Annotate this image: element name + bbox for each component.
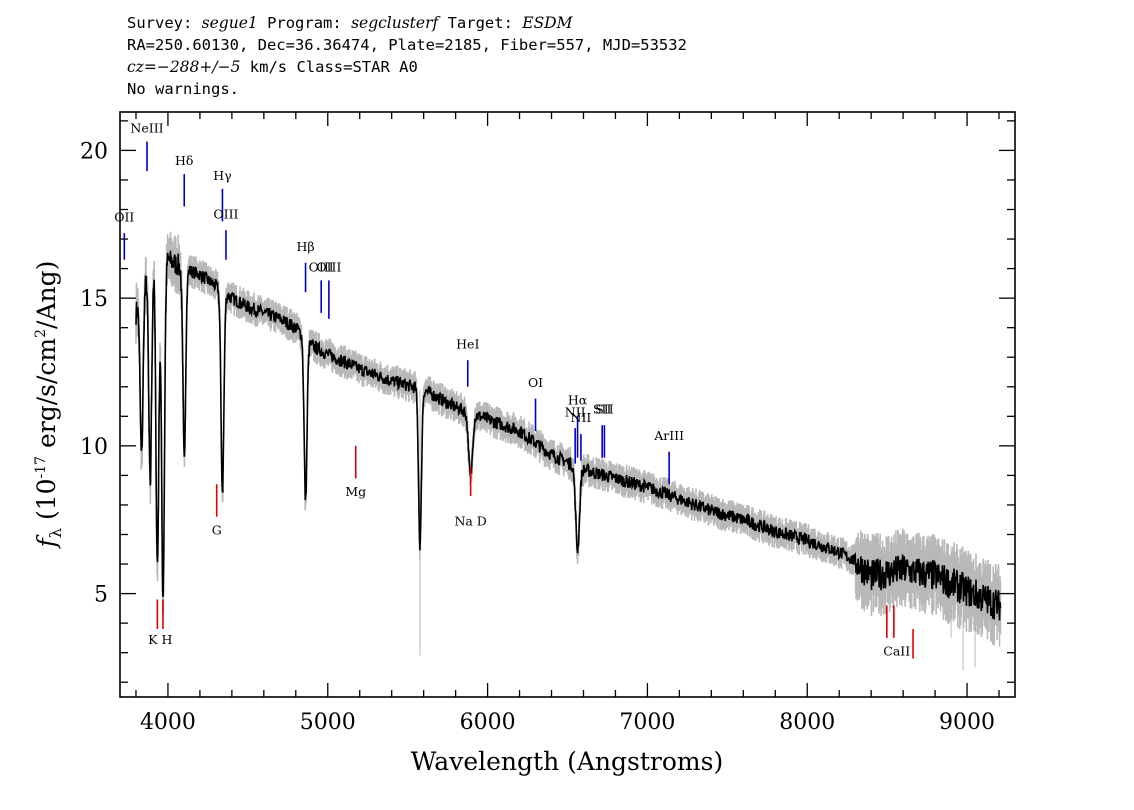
y-tick-label: 15 [80,287,108,312]
program-value: segclusterf [351,14,439,32]
emission-line-label: OIII [309,260,334,275]
line-markers: OIINeIIIHδHγOIIIHβOIIIOIIIHeIOINIIHαNIIS… [114,121,914,659]
emission-line-label: SII [593,401,612,416]
target-value: ESDM [522,14,573,32]
emission-line-label: OIII [316,260,341,275]
x-tick-label: 5000 [300,710,356,735]
absorption-line-label: K H [148,632,172,647]
x-tick-label: 8000 [779,710,835,735]
cz-value: cz=−288+/−5 [127,58,241,76]
survey-label: Survey: [127,14,202,32]
emission-line-label: NII [565,404,586,419]
y-tick-label: 10 [80,435,108,460]
y-tick-label: 20 [80,139,108,164]
target-label: Target: [438,14,523,32]
emission-line-label: Hγ [213,168,231,183]
emission-line-label: OIII [213,206,238,221]
axes: 4000 5000 6000 7000 8000 9000 5 10 15 20 [80,112,1015,735]
emission-line-label: ArIII [653,428,684,443]
emission-line-label: NeIII [130,121,163,136]
noise-band [135,231,1002,671]
program-label: Program: [257,14,352,32]
spectrum-header: Survey: segue1 Program: segclusterf Targ… [127,12,1027,100]
emission-line-label: Hδ [175,153,193,168]
y-axis-title: fλ (10-17 erg/s/cm2/Ang) [32,261,65,550]
x-tick-label: 9000 [939,710,995,735]
absorption-line-label: CaII [883,644,910,659]
x-tick-label: 4000 [140,710,196,735]
x-tick-label: 6000 [460,710,516,735]
y-tick-label: 5 [94,583,108,608]
header-line-coordinates: RA=250.60130, Dec=36.36474, Plate=2185, … [127,36,687,54]
emission-line-label: OII [114,209,134,224]
emission-line-label: HeI [456,336,479,351]
absorption-line-label: Na D [454,514,486,529]
emission-line-label: OI [528,375,543,390]
x-tick-label: 7000 [619,710,675,735]
plot-frame [119,111,1016,698]
flux-series [135,250,1002,621]
survey-value: segue1 [201,14,258,32]
x-axis-title: Wavelength (Angstroms) [411,747,723,776]
header-line-survey: Survey: segue1 Program: segclusterf Targ… [127,12,1027,34]
header-line-redshift: cz=−288+/−5 km/s Class=STAR A0 [127,56,1027,78]
emission-line-label: NII [571,410,592,425]
absorption-line-label: G [212,523,222,538]
emission-line-label: Hα [568,393,588,408]
absorption-line-label: Mg [345,484,366,499]
emission-line-label: Hβ [296,239,314,254]
flux-line [135,250,1002,621]
header-line-warnings: No warnings. [127,80,239,98]
class-value: km/s Class=STAR A0 [240,58,418,76]
emission-line-label: SII [595,401,614,416]
